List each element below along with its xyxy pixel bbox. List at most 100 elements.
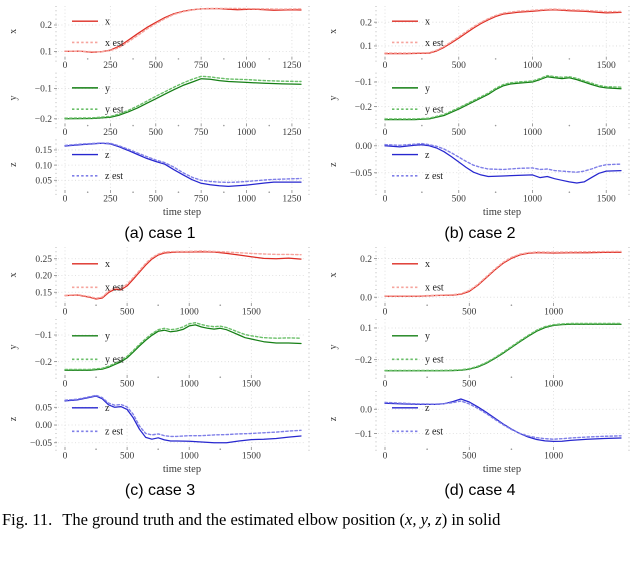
svg-text:x: x <box>105 17 110 28</box>
svg-text:0: 0 <box>63 308 68 318</box>
svg-text:−0.1: −0.1 <box>355 430 372 440</box>
svg-text:1000: 1000 <box>544 308 563 318</box>
svg-text:0.00: 0.00 <box>355 142 372 152</box>
svg-text:y est: y est <box>425 105 444 116</box>
svg-text:y est: y est <box>105 105 124 116</box>
svg-text:y: y <box>105 83 110 94</box>
svg-text:−0.2: −0.2 <box>35 358 52 368</box>
svg-text:−0.2: −0.2 <box>355 103 372 113</box>
svg-text:z: z <box>425 150 430 161</box>
svg-text:z: z <box>328 162 339 167</box>
svg-text:500: 500 <box>462 380 477 390</box>
svg-text:0: 0 <box>63 452 68 462</box>
svg-text:time step: time step <box>483 464 521 475</box>
svg-text:x est: x est <box>425 38 444 49</box>
svg-text:y: y <box>8 345 19 350</box>
figure-caption-before: The ground truth and the estimated elbow… <box>62 510 406 529</box>
svg-text:0.05: 0.05 <box>35 404 52 414</box>
svg-text:−0.2: −0.2 <box>355 356 372 366</box>
svg-text:1250: 1250 <box>282 128 301 138</box>
svg-text:time step: time step <box>483 207 521 218</box>
svg-text:1500: 1500 <box>242 308 261 318</box>
svg-text:1000: 1000 <box>180 308 199 318</box>
svg-text:0: 0 <box>383 452 388 462</box>
svg-text:0.2: 0.2 <box>40 21 52 31</box>
svg-text:500: 500 <box>120 308 135 318</box>
svg-text:x: x <box>105 259 110 270</box>
chart-case-4: 0 500 1000 0.2 0.0 x x x est 0 500 1000 0.1 −0.2 y y y … <box>328 247 630 475</box>
svg-text:x: x <box>328 273 339 278</box>
svg-text:500: 500 <box>149 128 164 138</box>
panel-case-1: 0 250 500 750 1000 1250 0.2 0.1 x x x est 0 250 500 75… <box>0 2 320 243</box>
svg-text:x: x <box>8 273 19 278</box>
svg-text:z est: z est <box>425 171 443 182</box>
svg-text:0.15: 0.15 <box>35 288 52 298</box>
svg-text:−0.05: −0.05 <box>30 439 52 449</box>
svg-text:750: 750 <box>194 61 209 71</box>
svg-text:−0.1: −0.1 <box>35 331 52 341</box>
svg-text:x: x <box>328 29 339 34</box>
svg-text:1500: 1500 <box>597 61 616 71</box>
svg-text:0.10: 0.10 <box>35 161 52 171</box>
svg-text:y: y <box>425 331 430 342</box>
svg-text:0: 0 <box>383 308 388 318</box>
svg-text:0: 0 <box>63 61 68 71</box>
svg-text:250: 250 <box>103 61 118 71</box>
svg-text:1250: 1250 <box>282 195 301 205</box>
svg-text:y: y <box>328 96 339 101</box>
svg-text:500: 500 <box>149 195 164 205</box>
svg-text:0: 0 <box>63 380 68 390</box>
svg-text:x est: x est <box>425 283 444 294</box>
svg-text:y est: y est <box>425 355 444 366</box>
svg-text:0: 0 <box>383 380 388 390</box>
svg-text:0: 0 <box>383 61 388 71</box>
svg-text:750: 750 <box>194 128 209 138</box>
svg-text:z est: z est <box>425 427 443 438</box>
svg-text:500: 500 <box>452 128 467 138</box>
svg-text:500: 500 <box>462 452 477 462</box>
svg-text:0.0: 0.0 <box>360 405 372 415</box>
svg-text:time step: time step <box>163 464 201 475</box>
svg-text:0.1: 0.1 <box>360 324 372 334</box>
svg-text:0.20: 0.20 <box>35 272 52 282</box>
svg-text:x: x <box>425 259 430 270</box>
svg-text:0.00: 0.00 <box>35 421 52 431</box>
subcaption-case-1: (a) case 1 <box>124 225 196 242</box>
svg-text:1500: 1500 <box>242 380 261 390</box>
svg-text:x: x <box>8 29 19 34</box>
svg-text:z: z <box>425 403 430 414</box>
svg-text:1500: 1500 <box>597 128 616 138</box>
svg-text:1250: 1250 <box>282 61 301 71</box>
figure-caption: Fig. 11. The ground truth and the estimat… <box>0 500 640 530</box>
panel-row-top: 0 250 500 750 1000 1250 0.2 0.1 x x x est 0 250 500 75… <box>0 2 640 243</box>
svg-text:1500: 1500 <box>597 195 616 205</box>
svg-text:1000: 1000 <box>523 128 542 138</box>
svg-text:0: 0 <box>383 195 388 205</box>
svg-text:0.15: 0.15 <box>35 146 52 156</box>
svg-text:y: y <box>425 83 430 94</box>
svg-text:500: 500 <box>120 380 135 390</box>
figure-caption-after: ) in solid <box>441 510 501 529</box>
svg-text:z: z <box>105 403 110 414</box>
panel-case-2: 0 500 1000 1500 0.2 0.1 x x x est 0 500 1000 1500 −0.… <box>320 2 640 243</box>
svg-text:−0.05: −0.05 <box>350 169 372 179</box>
svg-text:z: z <box>8 162 19 167</box>
svg-text:z: z <box>8 416 19 421</box>
svg-text:−0.2: −0.2 <box>35 115 52 125</box>
svg-text:z est: z est <box>105 427 123 438</box>
chart-case-1: 0 250 500 750 1000 1250 0.2 0.1 x x x est 0 250 500 75… <box>8 6 310 218</box>
svg-text:1000: 1000 <box>237 61 256 71</box>
svg-text:y: y <box>328 345 339 350</box>
svg-text:x: x <box>425 17 430 28</box>
svg-text:1000: 1000 <box>544 452 563 462</box>
svg-text:250: 250 <box>103 195 118 205</box>
svg-text:0.0: 0.0 <box>360 293 372 303</box>
figure-caption-tag: Fig. 11. <box>2 510 53 529</box>
svg-text:1000: 1000 <box>523 61 542 71</box>
svg-text:1000: 1000 <box>523 195 542 205</box>
svg-text:y est: y est <box>105 355 124 366</box>
svg-text:1000: 1000 <box>237 128 256 138</box>
figure-caption-math: x, y, z <box>405 510 442 529</box>
svg-text:0.1: 0.1 <box>360 42 372 52</box>
svg-text:500: 500 <box>452 195 467 205</box>
